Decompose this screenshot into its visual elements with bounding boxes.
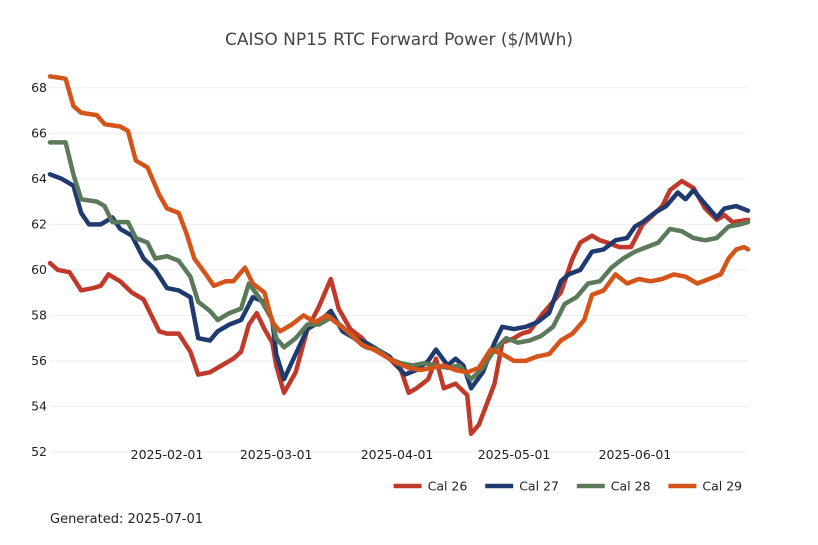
y-tick-label: 54 <box>31 398 47 413</box>
x-tick-label: 2025-06-01 <box>599 447 672 462</box>
y-tick-label: 60 <box>31 262 47 277</box>
y-tick-label: 64 <box>31 171 47 186</box>
legend-label: Cal 29 <box>702 479 742 494</box>
chart-title: CAISO NP15 RTC Forward Power ($/MWh) <box>225 30 573 50</box>
x-axis-ticks: 2025-02-01 2025-03-01 2025-04-01 2025-05-01… <box>131 447 672 462</box>
y-tick-label: 58 <box>31 307 47 322</box>
series-line-cal-28 <box>47 140 751 382</box>
y-tick-label: 52 <box>31 444 47 459</box>
legend-label: Cal 26 <box>428 479 468 494</box>
y-axis-ticks: 52 54 56 58 60 62 64 66 68 <box>31 80 47 459</box>
series-line-cal-26 <box>47 178 751 437</box>
series-lines <box>47 74 751 437</box>
generated-note: Generated: 2025-07-01 <box>50 512 204 527</box>
y-tick-label: 66 <box>31 125 47 140</box>
x-tick-label: 2025-03-01 <box>240 447 313 462</box>
y-tick-label: 56 <box>31 353 47 368</box>
x-tick-label: 2025-05-01 <box>478 447 551 462</box>
grid <box>50 87 748 453</box>
x-tick-label: 2025-04-01 <box>361 447 434 462</box>
legend-label: Cal 27 <box>519 479 559 494</box>
legend: Cal 26 Cal 27 Cal 28 Cal 29 <box>393 479 742 494</box>
y-tick-label: 62 <box>31 216 47 231</box>
series-line-cal-27 <box>47 172 751 391</box>
series-line-cal-29 <box>47 74 751 375</box>
x-tick-label: 2025-02-01 <box>131 447 204 462</box>
legend-label: Cal 28 <box>611 479 651 494</box>
y-tick-label: 68 <box>31 80 47 95</box>
